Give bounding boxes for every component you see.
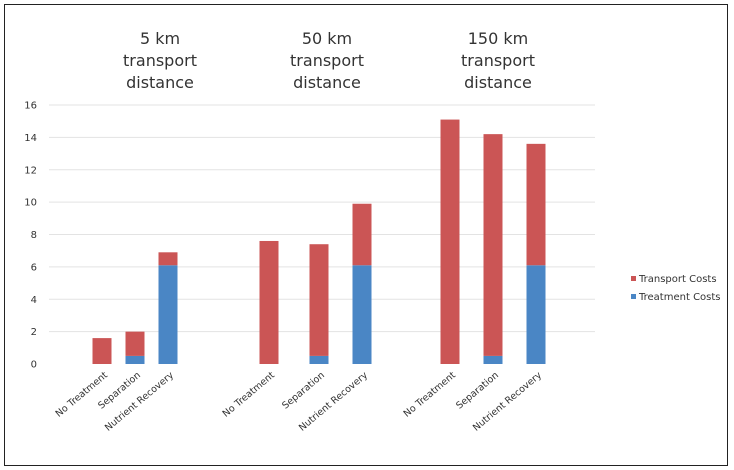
transport-cost-bar xyxy=(259,240,279,364)
transport-cost-bar xyxy=(526,143,546,266)
y-tick-label: 0 xyxy=(31,360,37,371)
group-title-line: 50 km xyxy=(302,29,352,48)
treatment-cost-bar xyxy=(309,355,329,364)
transport-cost-bar xyxy=(125,331,145,356)
treatment-cost-bar xyxy=(526,265,546,364)
category-label: No Treatment xyxy=(402,370,459,420)
group-title-line: 150 km xyxy=(468,29,528,48)
y-tick-label: 4 xyxy=(31,295,37,306)
group-title-line: transport xyxy=(290,51,364,70)
group-title-line: 5 km xyxy=(140,29,180,48)
y-axis-ticks: 0 2 4 6 8 10 12 14 16 xyxy=(24,101,37,371)
stacked-bar-chart: 0 2 4 6 8 10 12 14 16 No TreatmentSeparationNutr… xyxy=(24,29,721,434)
chart-frame: 0 2 4 6 8 10 12 14 16 No Treatment Separation Nutr… xyxy=(4,4,728,466)
group-title-line: distance xyxy=(126,73,194,92)
treatment-cost-bar xyxy=(352,265,372,364)
treatment-cost-bar xyxy=(483,355,503,364)
y-tick-label: 10 xyxy=(24,198,37,209)
transport-cost-bar xyxy=(158,252,178,266)
category-label: No Treatment xyxy=(221,370,278,420)
group-titles: 5 km transport distance 50 km transport dista… xyxy=(123,29,535,92)
transport-cost-bar xyxy=(483,134,503,356)
group-title-line: distance xyxy=(464,73,532,92)
y-tick-label: 14 xyxy=(24,133,37,144)
y-tick-label: 16 xyxy=(24,101,37,112)
category-label: No Treatment xyxy=(54,370,111,420)
y-tick-label: 2 xyxy=(31,327,37,338)
y-tick-label: 8 xyxy=(31,230,37,241)
legend-swatch xyxy=(631,276,636,281)
transport-cost-bar xyxy=(352,203,372,266)
y-tick-label: 6 xyxy=(31,262,37,273)
treatment-cost-bar xyxy=(158,265,178,364)
legend: Transport Costs Treatment Costs xyxy=(631,274,721,303)
group-title-line: transport xyxy=(123,51,197,70)
transport-cost-bar xyxy=(440,119,460,364)
transport-cost-bar xyxy=(92,338,112,364)
transport-cost-bar xyxy=(309,244,329,356)
legend-label: Transport Costs xyxy=(638,274,717,285)
y-tick-label: 12 xyxy=(24,165,37,176)
bars xyxy=(92,119,546,364)
group-title-line: transport xyxy=(461,51,535,70)
group-title-line: distance xyxy=(293,73,361,92)
legend-label: Treatment Costs xyxy=(638,292,721,303)
legend-swatch xyxy=(631,294,636,299)
treatment-cost-bar xyxy=(125,355,145,364)
